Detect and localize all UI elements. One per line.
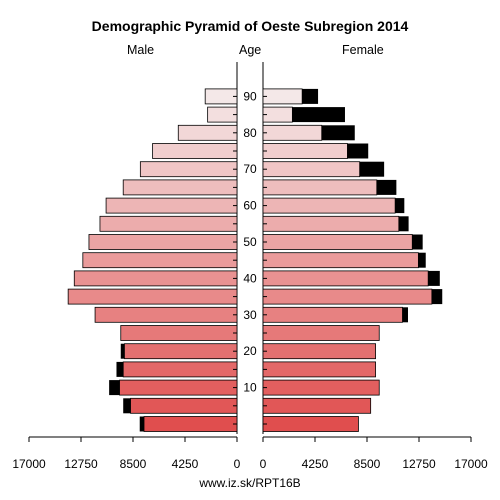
female-surplus-45-49 xyxy=(418,252,426,268)
male-bar-90-94 xyxy=(204,88,238,105)
male-x-tick-label: 0 xyxy=(234,457,241,471)
male-bar-25-29 xyxy=(120,325,238,341)
male-bar-10-14 xyxy=(119,379,238,396)
male-bar-45-49 xyxy=(82,252,238,269)
age-tick-label: 40 xyxy=(243,271,257,285)
male-bar-20-24 xyxy=(124,343,238,360)
male-surplus-5-9 xyxy=(123,398,131,414)
male-bar-50-54 xyxy=(88,234,238,250)
age-label: Age xyxy=(239,43,262,57)
male-surplus-10-14 xyxy=(109,380,120,396)
female-surplus-30-34 xyxy=(402,307,408,323)
male-bar-0-4 xyxy=(143,416,238,432)
female-bar-40-44 xyxy=(262,270,429,287)
male-surplus-15-19 xyxy=(116,361,124,377)
female-surplus-60-64 xyxy=(395,198,405,214)
female-bar-85-89 xyxy=(262,106,293,123)
female-bar-80-84 xyxy=(262,124,323,141)
male-bar-65-69 xyxy=(122,179,238,196)
female-bar-30-34 xyxy=(262,306,403,323)
female-bar-45-49 xyxy=(262,252,419,269)
male-bar-15-19 xyxy=(122,361,238,378)
female-x-tick-label: 12750 xyxy=(402,457,436,471)
female-surplus-70-74 xyxy=(359,161,385,177)
female-bar-20-24 xyxy=(262,343,376,360)
male-surplus-20-24 xyxy=(120,343,125,359)
female-bar-90-94 xyxy=(262,88,303,105)
male-bar-60-64 xyxy=(105,197,238,214)
female-surplus-90-94 xyxy=(302,88,319,104)
female-bar-0-4 xyxy=(262,416,359,432)
female-surplus-85-89 xyxy=(292,107,345,123)
age-tick-label: 70 xyxy=(243,162,257,176)
male-bar-5-9 xyxy=(130,397,238,414)
female-surplus-50-54 xyxy=(412,234,423,250)
female-x-tick-label: 17000 xyxy=(454,457,488,471)
age-tick-label: 30 xyxy=(243,308,257,322)
female-bar-70-74 xyxy=(262,161,361,178)
female-bar-55-59 xyxy=(262,215,400,232)
female-bar-75-79 xyxy=(262,143,348,159)
female-bar-35-39 xyxy=(262,288,433,305)
male-label: Male xyxy=(127,43,155,57)
age-tick-label: 10 xyxy=(243,381,257,395)
male-bar-40-44 xyxy=(73,270,238,287)
female-bar-65-69 xyxy=(262,179,378,196)
age-tick-label: 80 xyxy=(243,126,257,140)
age-tick-label: 50 xyxy=(243,235,257,249)
footer-source: www.iz.sk/RPT16B xyxy=(199,476,301,490)
female-bar-10-14 xyxy=(262,379,380,396)
female-surplus-75-79 xyxy=(347,143,369,159)
female-bar-50-54 xyxy=(262,234,413,250)
male-bar-75-79 xyxy=(152,143,238,159)
female-x-tick-label: 4250 xyxy=(302,457,329,471)
female-x-tick-label: 0 xyxy=(260,457,267,471)
male-surplus-0-4 xyxy=(139,416,145,432)
male-bar-30-34 xyxy=(94,306,238,323)
female-x-tick-label: 8500 xyxy=(354,457,381,471)
female-bar-60-64 xyxy=(262,197,396,214)
female-bar-5-9 xyxy=(262,397,372,414)
age-tick-label: 20 xyxy=(243,344,257,358)
female-surplus-35-39 xyxy=(431,289,443,305)
chart-title: Demographic Pyramid of Oeste Subregion 2… xyxy=(91,18,409,34)
male-x-tick-label: 4250 xyxy=(172,457,199,471)
male-bar-85-89 xyxy=(207,106,238,123)
age-tick-label: 90 xyxy=(243,89,257,103)
male-bar-35-39 xyxy=(67,288,238,305)
male-bar-80-84 xyxy=(177,124,238,141)
female-surplus-55-59 xyxy=(398,216,409,232)
male-x-tick-label: 12750 xyxy=(64,457,98,471)
female-bar-25-29 xyxy=(262,325,380,341)
female-label: Female xyxy=(342,43,384,57)
male-bar-70-74 xyxy=(139,161,238,178)
male-bar-55-59 xyxy=(99,215,238,232)
female-surplus-65-69 xyxy=(376,179,397,195)
male-x-tick-label: 17000 xyxy=(12,457,46,471)
female-surplus-80-84 xyxy=(321,125,355,141)
female-surplus-40-44 xyxy=(428,270,440,286)
male-x-tick-label: 8500 xyxy=(120,457,147,471)
female-bar-15-19 xyxy=(262,361,376,378)
age-tick-label: 60 xyxy=(243,199,257,213)
